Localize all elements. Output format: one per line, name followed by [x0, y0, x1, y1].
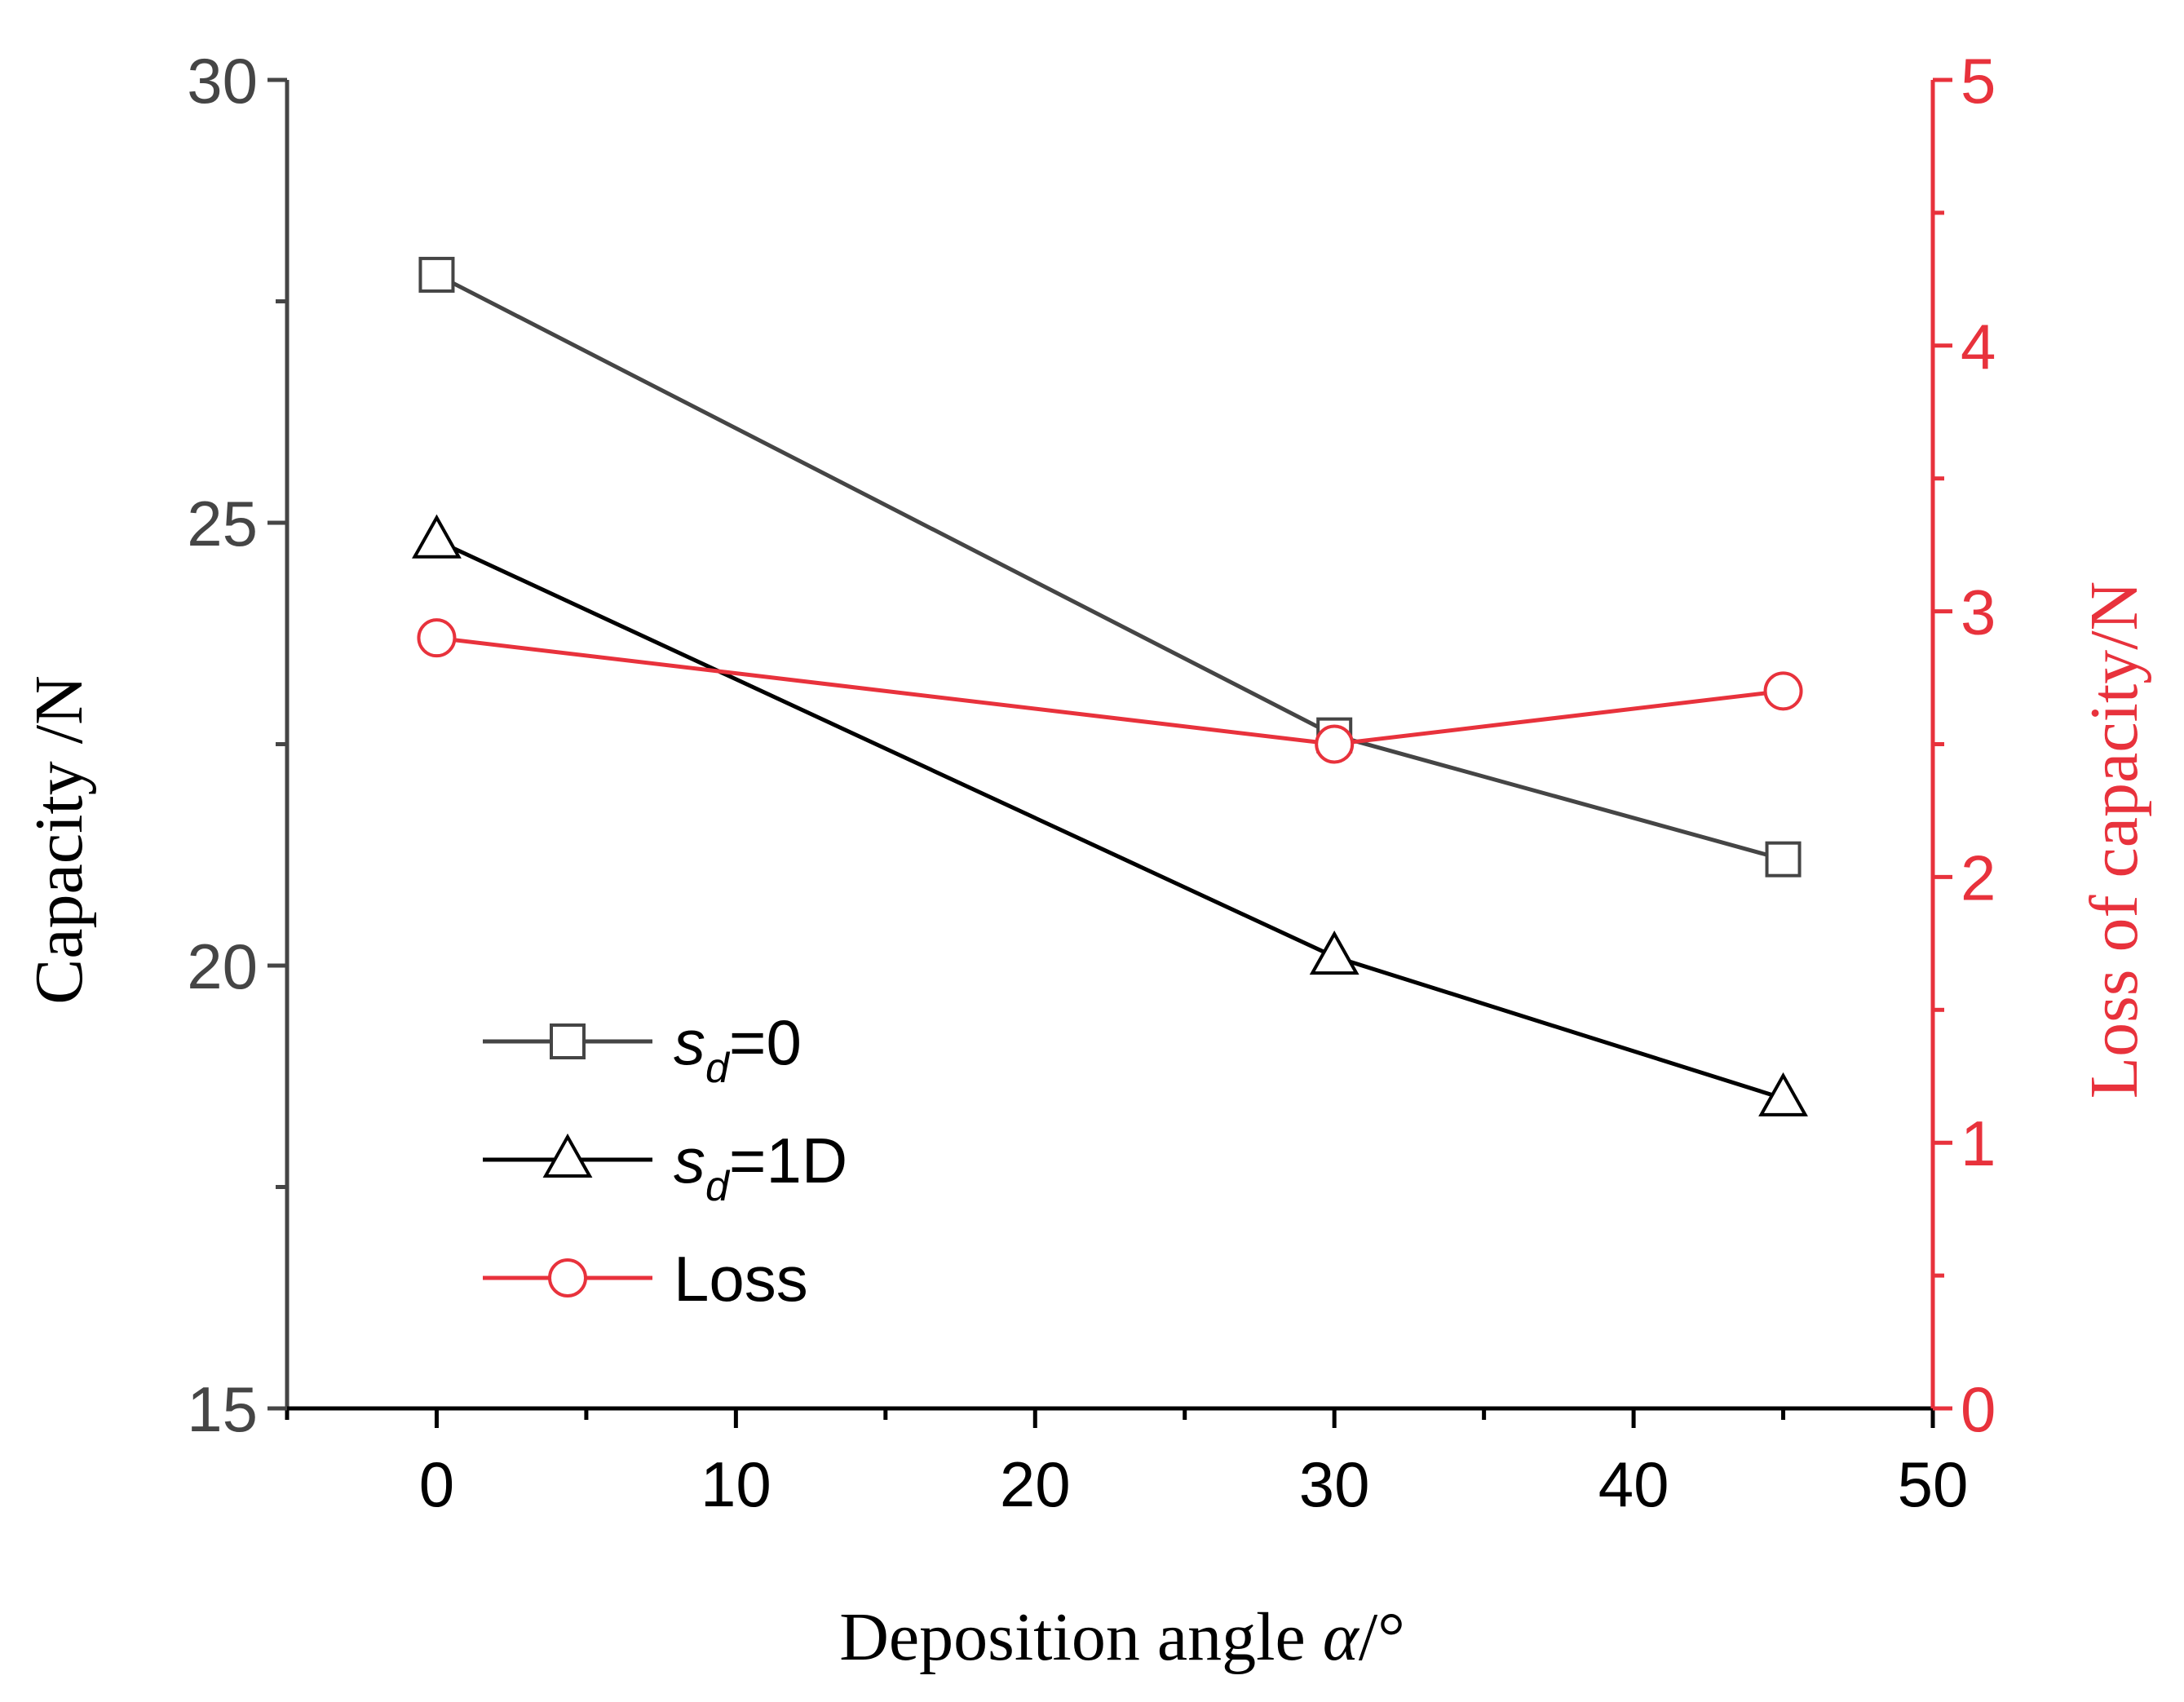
y2-tick-label: 2	[1961, 842, 1996, 913]
y-tick-label: 15	[187, 1373, 258, 1445]
legend-marker-loss	[548, 1258, 587, 1297]
y2-tick-label: 4	[1961, 311, 1996, 382]
legend-marker-s-d-0	[550, 1023, 586, 1059]
y2-axis-title: Loss of capacity/N	[2076, 581, 2152, 1099]
series-line-s-d-1d	[435, 538, 1784, 1101]
x-tick-label: 30	[1299, 1448, 1370, 1520]
axes: 0 10 20 30 40 50 15 20 25 30 0 1 2 3 4 5	[187, 45, 1996, 1520]
x-axis-title: Deposition angle α/°	[839, 1599, 1405, 1675]
y-tick-label: 30	[187, 45, 258, 117]
plot-area	[412, 256, 1808, 1116]
series-line-s-d-0	[435, 272, 1784, 862]
data-point-loss	[1315, 724, 1355, 764]
series-line-loss	[436, 635, 1784, 747]
y-axis-title: Capacity /N	[21, 675, 97, 1005]
x-tick-label: 10	[701, 1448, 771, 1520]
x-tick-label: 50	[1898, 1448, 1969, 1520]
legend-label-loss: Loss	[674, 1243, 808, 1315]
x-tick-label: 0	[419, 1448, 454, 1520]
x-tick-label: 20	[1000, 1448, 1071, 1520]
legend-marker-s-d-1d	[542, 1133, 593, 1178]
data-point-s-d-1d	[1758, 1072, 1808, 1116]
y2-tick-label: 3	[1961, 577, 1996, 648]
data-point-s-d-0	[418, 256, 455, 293]
data-point-loss	[417, 618, 457, 658]
x-tick-label: 40	[1598, 1448, 1669, 1520]
data-point-loss	[1763, 671, 1803, 711]
legend: sd=0 sd=1D Loss	[483, 1006, 847, 1315]
y2-tick-label: 5	[1961, 45, 1996, 117]
y2-tick-label: 1	[1961, 1107, 1996, 1179]
data-point-s-d-1d	[412, 514, 462, 559]
data-point-s-d-1d	[1309, 931, 1359, 975]
legend-label-s-d-0: sd=0	[674, 1006, 802, 1092]
legend-label-s-d-1d: sd=1D	[674, 1125, 847, 1210]
y2-tick-label: 0	[1961, 1373, 1996, 1445]
y-tick-label: 25	[187, 488, 258, 559]
data-point-s-d-0	[1765, 841, 1802, 878]
y-tick-label: 20	[187, 931, 258, 1002]
